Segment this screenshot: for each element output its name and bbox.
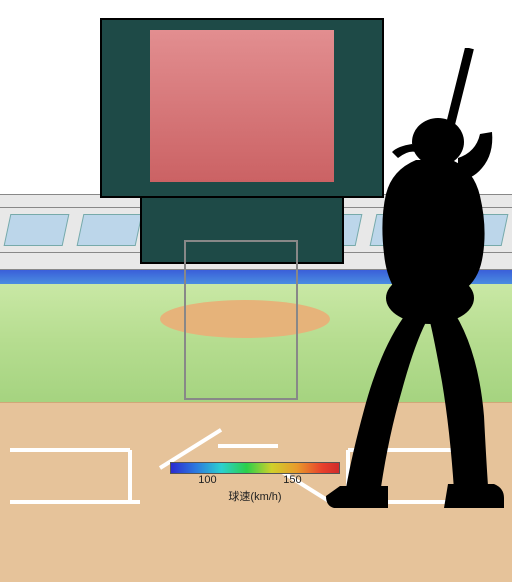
speed-tick-0: 100 <box>198 474 216 486</box>
batter-silhouette <box>320 48 512 512</box>
strike-zone <box>184 240 298 400</box>
speed-legend: 100 150 球速(km/h) <box>170 462 340 504</box>
chalk-line <box>128 450 132 502</box>
speed-tick-1: 150 <box>283 474 301 486</box>
chalk-line <box>218 444 278 448</box>
speed-legend-bar <box>170 462 340 474</box>
chalk-line <box>10 500 140 504</box>
speed-legend-ticks: 100 150 <box>170 474 340 488</box>
scoreboard-screen <box>150 30 334 182</box>
speed-legend-label: 球速(km/h) <box>170 488 340 504</box>
chalk-line <box>10 448 130 452</box>
pitch-view-canvas: 100 150 球速(km/h) <box>0 0 512 512</box>
